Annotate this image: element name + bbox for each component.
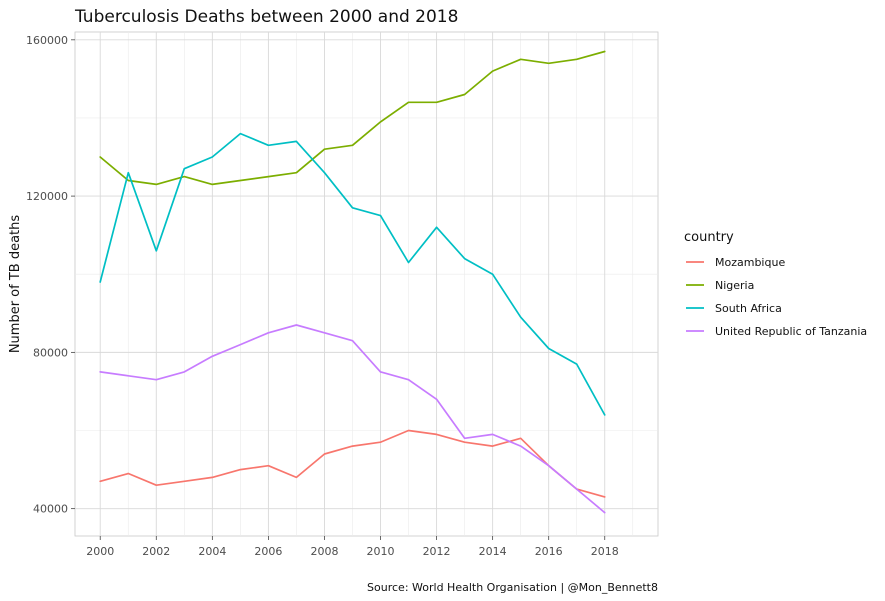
y-tick-label: 120000 [26, 190, 68, 203]
legend-item-nigeria: Nigeria [686, 279, 754, 292]
legend-label: Mozambique [715, 256, 785, 269]
chart-title: Tuberculosis Deaths between 2000 and 201… [74, 7, 458, 27]
x-axis-ticks: 2000 2002 2004 2006 2008 2010 2012 2014 2016 2018 [86, 536, 619, 558]
series-line-united-republic-of-tanzania [99, 324, 606, 514]
legend-item-south-africa: South Africa [686, 302, 782, 315]
legend-label: United Republic of Tanzania [715, 325, 867, 338]
legend-item-united-republic-of-tanzania: United Republic of Tanzania [686, 325, 867, 338]
plot-panel [74, 31, 659, 537]
x-tick-label: 2008 [310, 545, 338, 558]
x-tick-label: 2016 [535, 545, 563, 558]
x-tick-label: 2006 [254, 545, 282, 558]
y-tick-label: 160000 [26, 34, 68, 47]
legend: country Mozambique Nigeria South Africa Uni… [684, 230, 867, 338]
x-tick-label: 2002 [142, 545, 170, 558]
series-line-nigeria [99, 50, 606, 186]
x-tick-label: 2010 [367, 545, 395, 558]
legend-title: country [684, 230, 734, 245]
series-lines [99, 50, 606, 514]
series-line-south-africa [99, 132, 606, 416]
y-axis-ticks: 40000 80000 120000 160000 [26, 34, 75, 516]
y-tick-label: 80000 [33, 346, 68, 359]
legend-label: Nigeria [715, 279, 754, 292]
x-tick-label: 2004 [198, 545, 226, 558]
x-tick-label: 2012 [423, 545, 451, 558]
series-line-mozambique [99, 429, 606, 498]
x-tick-label: 2000 [86, 545, 114, 558]
x-tick-label: 2018 [591, 545, 619, 558]
y-tick-label: 40000 [33, 503, 68, 516]
source-caption: Source: World Health Organisation | @Mon… [367, 581, 658, 594]
gridlines [75, 32, 658, 536]
x-tick-label: 2014 [479, 545, 507, 558]
legend-item-mozambique: Mozambique [686, 256, 785, 269]
legend-label: South Africa [715, 302, 782, 315]
y-axis-title: Number of TB deaths [8, 215, 23, 354]
